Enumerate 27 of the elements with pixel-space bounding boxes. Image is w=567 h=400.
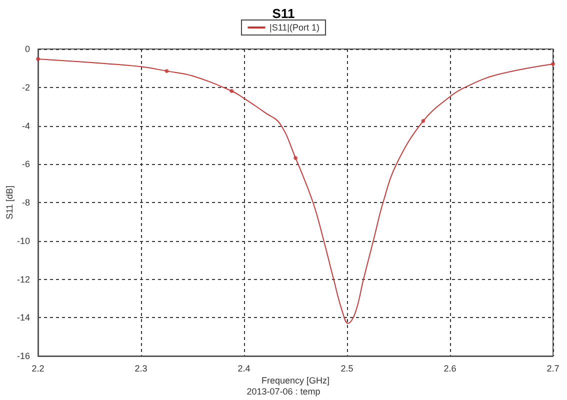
chart-title: S11	[272, 6, 295, 21]
y-tick-label: -4	[22, 120, 30, 131]
point	[421, 118, 426, 123]
point	[230, 89, 234, 94]
point	[551, 62, 555, 66]
y-tick-label: -6	[22, 159, 30, 170]
legend-label: |S11|(Port 1)	[269, 22, 320, 32]
y-axis-title: S11 [dB]	[4, 186, 14, 220]
x-axis-title: Frequency [GHz]	[261, 376, 330, 386]
point	[36, 56, 40, 61]
point	[294, 156, 298, 160]
text: 2013-07-06 : temp	[246, 386, 320, 396]
point	[164, 69, 169, 74]
y-tick-label: -8	[22, 198, 30, 208]
y-tick-label: -12	[16, 274, 30, 284]
y-tick-label: -2	[22, 82, 30, 92]
y-tick-label: -16	[16, 351, 30, 361]
x-tick-label: 2.2	[32, 364, 44, 374]
x-tick-label: 2.4	[238, 364, 250, 374]
x-tick-label: 2.6	[444, 364, 456, 374]
y-tick-label: -14	[16, 312, 30, 323]
x-tick-label: 2.7	[546, 364, 560, 374]
y-tick-label: -10	[16, 236, 30, 246]
y-tick-label: 0	[24, 44, 30, 54]
x-tick-label: 2.3	[134, 364, 148, 374]
x-tick-label: 2.5	[340, 364, 354, 374]
line-series	[38, 58, 554, 324]
